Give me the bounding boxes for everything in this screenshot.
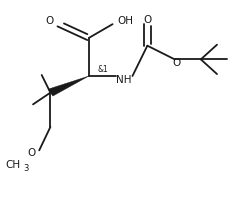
Text: O: O [172,58,180,68]
Text: O: O [143,15,152,25]
Text: O: O [45,16,53,26]
Text: O: O [27,148,35,158]
Text: CH: CH [6,160,20,170]
Text: &1: &1 [97,65,108,74]
Text: NH: NH [116,74,132,85]
Text: 3: 3 [23,164,28,173]
Polygon shape [48,76,89,96]
Text: OH: OH [117,16,133,26]
